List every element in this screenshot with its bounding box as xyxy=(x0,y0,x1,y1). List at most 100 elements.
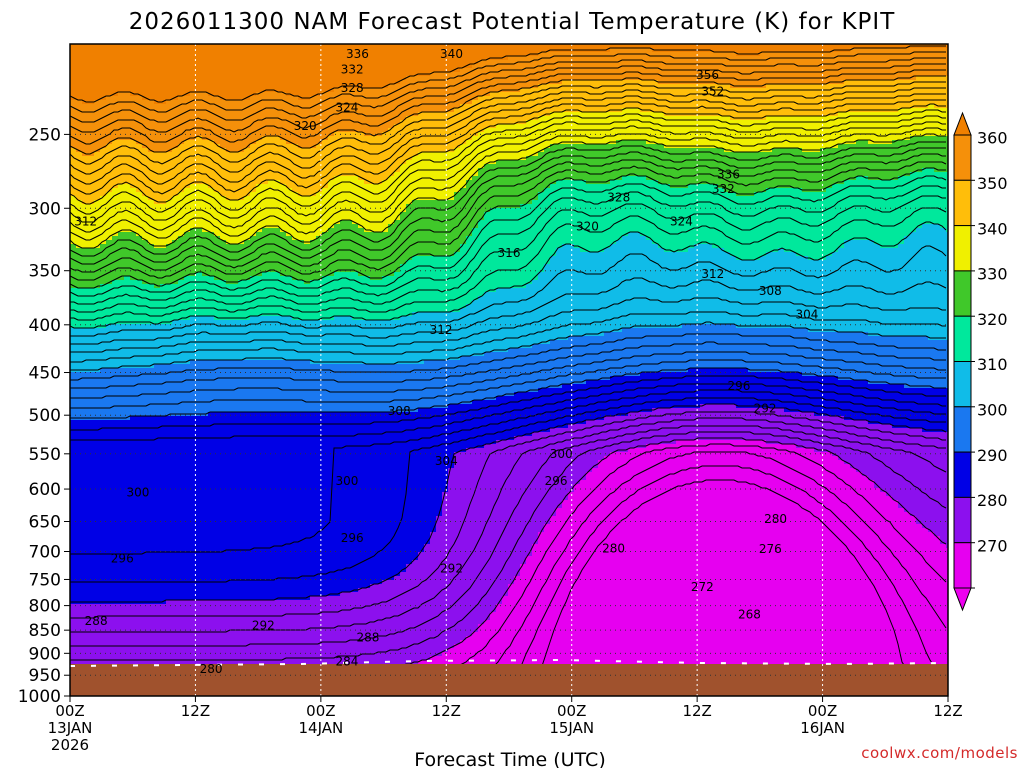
heatmap-cell xyxy=(130,72,137,77)
heatmap-cell xyxy=(136,72,143,77)
heatmap-cell xyxy=(76,576,83,581)
heatmap-cell xyxy=(70,504,77,509)
heatmap-cell xyxy=(220,132,227,137)
heatmap-cell xyxy=(178,56,185,61)
heatmap-cell xyxy=(82,88,89,93)
heatmap-cell xyxy=(220,60,227,65)
heatmap-cell xyxy=(232,660,239,665)
heatmap-cell xyxy=(106,192,113,197)
heatmap-cell xyxy=(184,656,191,661)
heatmap-cell xyxy=(94,636,101,641)
heatmap-cell xyxy=(82,92,89,97)
heatmap-cell xyxy=(124,424,131,429)
heatmap-cell xyxy=(238,404,245,409)
heatmap-cell xyxy=(160,116,167,121)
heatmap-cell xyxy=(232,140,239,145)
heatmap-cell xyxy=(136,448,143,453)
heatmap-cell xyxy=(196,604,203,609)
heatmap-cell xyxy=(154,568,161,573)
heatmap-cell xyxy=(136,388,143,393)
heatmap-cell xyxy=(178,148,185,153)
heatmap-cell xyxy=(160,248,167,253)
heatmap-cell xyxy=(76,608,83,613)
heatmap-cell xyxy=(244,592,251,597)
heatmap-cell xyxy=(100,176,107,181)
heatmap-cell xyxy=(166,240,173,245)
heatmap-cell xyxy=(154,212,161,217)
heatmap-cell xyxy=(124,52,131,57)
heatmap-cell xyxy=(244,648,251,653)
heatmap-cell xyxy=(148,416,155,421)
heatmap-cell xyxy=(136,232,143,237)
heatmap-cell xyxy=(202,588,209,593)
heatmap-cell xyxy=(112,228,119,233)
heatmap-cell xyxy=(172,512,179,517)
heatmap-cell xyxy=(148,596,155,601)
heatmap-cell xyxy=(154,116,161,121)
heatmap-cell xyxy=(154,204,161,209)
heatmap-cell xyxy=(100,448,107,453)
heatmap-cell xyxy=(94,588,101,593)
heatmap-cell xyxy=(94,364,101,369)
heatmap-cell xyxy=(208,52,215,57)
heatmap-cell xyxy=(244,284,251,289)
heatmap-cell xyxy=(160,92,167,97)
heatmap-cell xyxy=(160,364,167,369)
heatmap-cell xyxy=(70,656,77,661)
heatmap-cell xyxy=(106,220,113,225)
heatmap-cell xyxy=(184,620,191,625)
heatmap-cell xyxy=(208,44,215,49)
heatmap-cell xyxy=(166,572,173,577)
heatmap-cell xyxy=(214,648,221,653)
heatmap-cell xyxy=(208,100,215,105)
heatmap-cell xyxy=(238,144,245,149)
heatmap-cell xyxy=(178,488,185,493)
heatmap-cell xyxy=(100,652,107,657)
heatmap-cell xyxy=(70,320,77,325)
heatmap-cell xyxy=(232,276,239,281)
heatmap-cell xyxy=(208,544,215,549)
heatmap-cell xyxy=(106,196,113,201)
heatmap-cell xyxy=(238,284,245,289)
heatmap-cell xyxy=(214,576,221,581)
heatmap-cell xyxy=(106,68,113,73)
heatmap-cell xyxy=(202,120,209,125)
heatmap-cell xyxy=(226,612,233,617)
heatmap-cell xyxy=(76,604,83,609)
heatmap-cell xyxy=(136,536,143,541)
heatmap-cell xyxy=(118,608,125,613)
heatmap-cell xyxy=(142,116,149,121)
heatmap-cell xyxy=(238,292,245,297)
heatmap-cell xyxy=(142,48,149,53)
heatmap-cell xyxy=(232,484,239,489)
heatmap-cell xyxy=(214,216,221,221)
heatmap-cell xyxy=(142,424,149,429)
heatmap-cell xyxy=(190,112,197,117)
heatmap-cell xyxy=(226,176,233,181)
heatmap-cell xyxy=(112,280,119,285)
heatmap-cell xyxy=(76,456,83,461)
heatmap-cell xyxy=(142,228,149,233)
heatmap-cell xyxy=(250,96,257,101)
heatmap-cell xyxy=(112,80,119,85)
heatmap-cell xyxy=(226,136,233,141)
heatmap-cell xyxy=(190,156,197,161)
heatmap-cell xyxy=(106,568,113,573)
heatmap-cell xyxy=(202,60,209,65)
heatmap-cell xyxy=(70,240,77,245)
heatmap-cell xyxy=(250,316,257,321)
heatmap-cell xyxy=(106,148,113,153)
heatmap-cell xyxy=(118,420,125,425)
heatmap-cell xyxy=(208,164,215,169)
heatmap-cell xyxy=(94,568,101,573)
heatmap-cell xyxy=(232,124,239,129)
heatmap-cell xyxy=(76,520,83,525)
heatmap-cell xyxy=(76,100,83,105)
heatmap-cell xyxy=(190,468,197,473)
heatmap-cell xyxy=(136,568,143,573)
heatmap-cell xyxy=(232,464,239,469)
heatmap-cell xyxy=(76,340,83,345)
heatmap-cell xyxy=(94,440,101,445)
heatmap-cell xyxy=(184,420,191,425)
heatmap-cell xyxy=(232,100,239,105)
